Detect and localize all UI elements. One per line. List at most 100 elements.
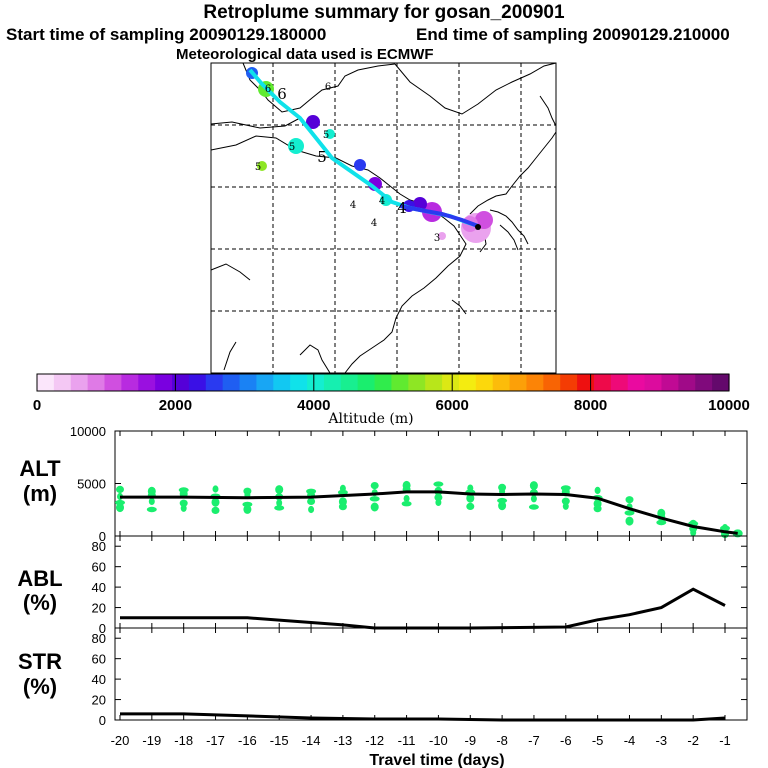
abl-label-top: ABL bbox=[17, 566, 62, 591]
colorbar-cell bbox=[256, 374, 274, 391]
colorbar-tick-label: 2000 bbox=[159, 397, 192, 414]
colorbar-cell bbox=[222, 374, 241, 391]
x-tick-label: -11 bbox=[398, 733, 416, 748]
colorbar-cell bbox=[205, 374, 224, 391]
alt-ensemble-point bbox=[369, 496, 380, 502]
x-tick-label: -18 bbox=[174, 733, 193, 748]
x-tick-label: -10 bbox=[429, 733, 448, 748]
x-axis-ticks: -20 -19 -18 -17 -16 -15 -14 -13 -12 -11 -10 -9 -8 -7 -… bbox=[111, 733, 731, 748]
map-day-label: 5 bbox=[317, 148, 327, 166]
colorbar-cell bbox=[442, 374, 460, 391]
colorbar-cell bbox=[661, 374, 679, 391]
alt-ensemble-point bbox=[528, 504, 539, 510]
str-panel-frame bbox=[114, 627, 748, 721]
alt-ensemble-point bbox=[308, 505, 315, 514]
colorbar-cell bbox=[104, 374, 122, 391]
alt-ensemble-point bbox=[657, 508, 666, 518]
colorbar-ticks: 0 2000 4000 6000 8000 10000 bbox=[33, 374, 750, 414]
x-tick-label: -13 bbox=[334, 733, 353, 748]
colorbar-cells bbox=[37, 374, 730, 391]
alt-ensemble-point bbox=[401, 501, 412, 507]
alt-ensemble-point bbox=[275, 485, 284, 495]
met-data-label: Meteorological data used is ECMWF bbox=[176, 46, 434, 63]
colorbar-cell bbox=[87, 374, 106, 391]
alt-ensemble-point bbox=[116, 503, 124, 513]
colorbar-cell bbox=[458, 374, 477, 391]
str-panel: STR (%) 80 60 40 20 0 bbox=[18, 627, 748, 728]
colorbar-cell bbox=[307, 374, 325, 391]
map-day-label: 4 bbox=[350, 200, 356, 211]
colorbar-cell bbox=[425, 374, 443, 391]
str-line bbox=[120, 712, 726, 722]
colorbar-cell bbox=[37, 374, 55, 391]
colorbar-cell bbox=[391, 374, 409, 391]
colorbar-cell bbox=[644, 374, 663, 391]
colorbar-cell bbox=[172, 374, 190, 391]
alt-ensemble-point bbox=[498, 501, 507, 511]
y-tick-label: 20 bbox=[92, 601, 106, 616]
colorbar-cell bbox=[340, 374, 359, 391]
colorbar-cell bbox=[138, 374, 156, 391]
map-day-label: 6 bbox=[325, 82, 331, 93]
colorbar-cell bbox=[492, 374, 511, 391]
x-tick-label: -3 bbox=[656, 733, 668, 748]
alt-ensemble-point bbox=[625, 516, 634, 526]
alt-ensemble-point bbox=[402, 480, 411, 490]
colorbar-cell bbox=[155, 374, 173, 391]
x-axis-label: Travel time (days) bbox=[369, 752, 504, 768]
str-label-top: STR bbox=[18, 649, 62, 674]
map-day-label: 6 bbox=[277, 85, 287, 103]
map: 6 6 6 5 5 5 5 4 4 4 4 3 bbox=[210, 62, 557, 374]
alt-ensemble-point bbox=[116, 485, 124, 493]
x-tick-label: -20 bbox=[111, 733, 130, 748]
alt-ensemble-point bbox=[146, 506, 157, 513]
alt-ensemble-point bbox=[243, 504, 252, 514]
alt-ensemble-point bbox=[243, 487, 252, 495]
colorbar-cell bbox=[593, 374, 612, 391]
y-tick-label: 80 bbox=[92, 631, 106, 646]
colorbar-cell bbox=[610, 374, 629, 391]
colorbar-cell bbox=[577, 374, 595, 391]
colorbar: 0 2000 4000 6000 8000 10000 Altitude (m) bbox=[33, 373, 750, 427]
str-label-bottom: (%) bbox=[23, 674, 57, 699]
end-time-label: End time of sampling 20090129.210000 bbox=[416, 25, 730, 44]
alt-label-bottom: (m) bbox=[23, 481, 57, 506]
alt-scatter bbox=[115, 480, 743, 539]
alt-ensemble-point bbox=[339, 484, 346, 492]
abl-panel-frame bbox=[114, 535, 748, 629]
plume-marker bbox=[306, 115, 320, 129]
alt-ensemble-point bbox=[178, 487, 189, 493]
y-tick-label: 40 bbox=[92, 672, 106, 687]
abl-line bbox=[120, 587, 726, 630]
x-tick-label: -7 bbox=[528, 733, 540, 748]
colorbar-cell bbox=[121, 374, 139, 391]
alt-ensemble-point bbox=[433, 481, 444, 487]
x-tick-label: -5 bbox=[592, 733, 604, 748]
abl-yticks: 80 60 40 20 0 bbox=[92, 536, 747, 636]
alt-ensemble-point bbox=[370, 502, 379, 512]
alt-ensemble-point bbox=[560, 485, 571, 491]
alt-ensemble-point bbox=[561, 497, 570, 505]
alt-ensemble-point bbox=[115, 499, 125, 506]
map-day-label: 5 bbox=[289, 142, 295, 153]
colorbar-tick-label: 4000 bbox=[297, 397, 330, 414]
colorbar-cell bbox=[239, 374, 258, 391]
alt-ensemble-point bbox=[211, 497, 220, 507]
alt-ensemble-point bbox=[498, 483, 507, 491]
colorbar-cell bbox=[627, 374, 646, 391]
y-tick-label: 60 bbox=[92, 652, 106, 667]
alt-ensemble-point bbox=[242, 501, 253, 508]
start-time-label: Start time of sampling 20090129.180000 bbox=[6, 25, 327, 44]
y-tick-label: 20 bbox=[92, 693, 106, 708]
x-tick-label: -9 bbox=[465, 733, 477, 748]
x-tick-label: -16 bbox=[238, 733, 257, 748]
colorbar-tick-label: 0 bbox=[33, 397, 41, 414]
alt-panel-frame bbox=[114, 430, 748, 537]
colorbar-cell bbox=[560, 374, 578, 391]
alt-ensemble-point bbox=[625, 496, 634, 504]
colorbar-cell bbox=[543, 374, 561, 391]
alt-ensemble-point bbox=[370, 482, 379, 490]
abl-label-bottom: (%) bbox=[23, 590, 57, 615]
colorbar-cell bbox=[323, 374, 342, 391]
